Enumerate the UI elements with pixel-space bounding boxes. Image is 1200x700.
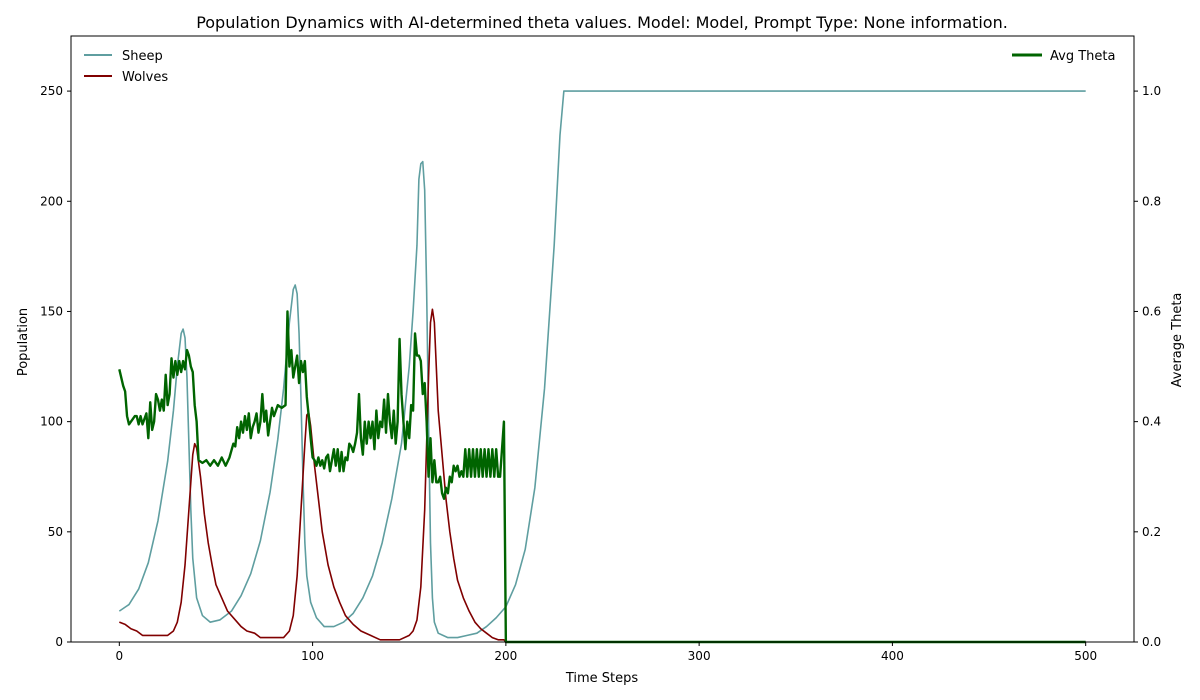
legend-label-sheep: Sheep [122,49,163,64]
x-tick-label: 500 [1074,649,1097,663]
legend-label-avg-theta: Avg Theta [1050,49,1115,64]
legend-left: Sheep Wolves [84,49,168,85]
x-axis-label: Time Steps [565,671,639,686]
x-tick-label: 0 [115,649,123,663]
y2-tick-label: 0.2 [1142,525,1161,539]
x-tick-label: 200 [494,649,517,663]
plot-frame [70,35,1135,643]
y-tick-label: 250 [40,84,63,98]
x-tick-label: 300 [688,649,711,663]
y-tick-label: 150 [40,304,63,318]
y2-tick-label: 0.8 [1142,194,1161,208]
y2-axis-label: Average Theta [1170,293,1185,388]
y-tick-label: 100 [40,415,63,429]
y-tick-label: 200 [40,194,63,208]
y-tick-label: 50 [48,525,63,539]
legend-right: Avg Theta [1012,49,1115,64]
legend-label-wolves: Wolves [122,70,168,85]
x-tick-label: 100 [301,649,324,663]
chart-title: Population Dynamics with AI-determined t… [196,13,1008,32]
plot-lines [118,90,1086,644]
series-line-avg-theta [118,310,1086,644]
axes [70,35,1135,643]
y2-tick-label: 1.0 [1142,84,1161,98]
y-axis-label: Population [16,308,31,376]
y2-tick-label: 0.6 [1142,304,1161,318]
y2-tick-label: 0.0 [1142,635,1161,649]
ticks: 0 100 200 300 400 500 0 50 100 150 200 250 0.0 0.2 0.4… [40,84,1161,663]
y-tick-label: 0 [55,635,63,649]
series-line-wolves [119,308,1086,643]
x-tick-label: 400 [881,649,904,663]
y2-tick-label: 0.4 [1142,415,1161,429]
